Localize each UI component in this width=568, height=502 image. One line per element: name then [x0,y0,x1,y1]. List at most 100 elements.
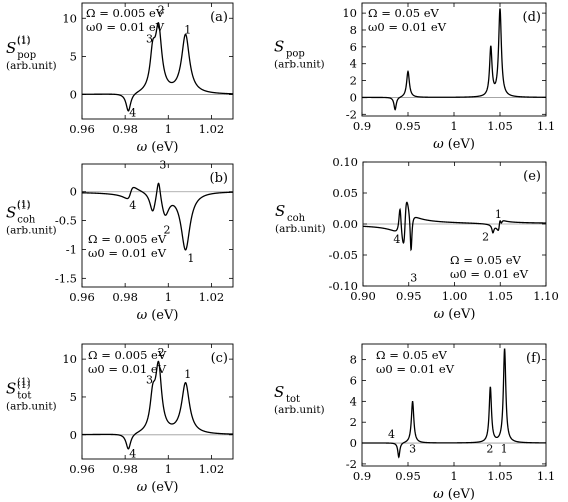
peak-label: 1 [501,442,508,455]
series-line [362,8,546,111]
x-tick-label: 0.98 [112,462,138,476]
x-tick-label: 0.95 [395,119,421,133]
panel-label: (d) [523,10,541,25]
peak-label: 3 [146,373,153,386]
x-tick-label: 0.96 [69,290,95,304]
annotation: Ω = 0.05 eV [368,6,440,20]
peak-label: 1 [184,368,191,381]
x-tick-label: 1.02 [199,462,225,476]
x-tick-label: 1 [450,119,457,133]
panel-b: 0.96 0.98 1 1.020-0.5-1-1.5(b)Ω = 0.005 eVω… [6,159,234,323]
annotation: Ω = 0.05 eV [376,348,448,362]
x-tick-label: 0.90 [350,289,376,303]
peak-label: 4 [129,447,136,460]
plot-frame [81,163,234,288]
y-tick-label: 6 [350,40,357,54]
x-tick-label: 1.05 [487,289,513,303]
series-line [82,182,233,251]
y-tick-label: 2 [350,74,357,88]
x-tick-label: 1.02 [199,290,225,304]
y-axis-unit: (arb.unit) [274,59,325,71]
peak-label: 2 [163,223,170,236]
peak-label: 4 [129,107,136,120]
x-tick-label: 0.96 [69,122,95,136]
y-axis-label: Spop(1) [6,36,36,61]
x-axis-label: ω (eV) [433,487,475,502]
y-tick-label: -1.5 [55,271,77,285]
annotation: ω0 = 0.01 eV [376,362,455,376]
peak-label: 2 [486,442,493,455]
annotation: ω0 = 0.01 eV [450,267,529,281]
series-line [82,22,233,112]
y-axis-unit: (arb.unit) [274,404,325,416]
panel-label: (b) [210,171,228,186]
x-tick-label: 1.05 [487,469,513,483]
peak-label: 1 [184,24,191,37]
x-tick-label: 1.10 [533,289,559,303]
annotation: ω0 = 0.01 eV [88,362,167,376]
y-axis-unit: (arb.unit) [6,225,57,237]
x-tick-label: 0.9 [353,119,371,133]
peak-label: 4 [393,233,400,246]
x-axis-label: ω (eV) [137,480,179,495]
y-tick-label: 8 [350,23,357,37]
peak-label: 4 [129,199,136,212]
y-tick-label: 0.10 [332,155,358,169]
y-tick-label: 10 [62,352,77,366]
x-tick-label: 1.1 [537,119,555,133]
y-tick-label: 8 [350,353,357,367]
y-tick-label: 0 [70,428,77,442]
x-axis-label: ω (eV) [137,308,179,323]
x-tick-label: 0.9 [353,469,371,483]
annotation: ω0 = 0.01 eV [368,20,447,34]
y-tick-label: 5 [70,49,77,63]
x-tick-label: 1.02 [199,122,225,136]
y-axis-label: Stot(1) [6,377,31,402]
peak-label: 3 [146,33,153,46]
series-line [362,348,546,459]
x-tick-label: 1 [165,122,172,136]
y-tick-label: 4 [350,394,357,408]
series-line [363,201,546,252]
panel-label: (a) [210,10,228,25]
peak-label: 4 [388,428,395,441]
y-tick-label: 0.00 [332,217,358,231]
peak-label: 3 [410,272,417,285]
x-tick-label: 0.95 [396,289,422,303]
y-tick-label: 4 [350,57,357,71]
x-axis-label: ω (eV) [433,137,475,152]
panel-label: (c) [211,351,228,366]
y-tick-label: 0.05 [332,186,358,200]
annotation: Ω = 0.005 eV [86,6,165,20]
y-tick-label: 2 [350,415,357,429]
y-tick-label: 6 [350,373,357,387]
peak-label: 3 [409,442,416,455]
annotation: Ω = 0.005 eV [88,348,167,362]
y-tick-label: -0.10 [329,279,359,293]
y-tick-label: 5 [70,390,77,404]
series-line [82,360,233,450]
x-tick-label: 1 [165,462,172,476]
panel-label: (f) [526,351,541,366]
x-axis-label: ω (eV) [137,140,179,155]
y-tick-label: 0 [350,90,357,104]
x-tick-label: 0.95 [395,469,421,483]
y-axis-unit: (arb.unit) [6,60,57,72]
peak-label: 1 [495,208,502,221]
y-tick-label: -1 [66,242,77,256]
x-tick-label: 1.00 [442,289,468,303]
y-tick-label: 10 [342,6,357,20]
annotation: Ω = 0.05 eV [450,253,522,267]
y-tick-label: -2 [346,457,357,471]
annotation: ω0 = 0.01 eV [86,20,165,34]
panel-label: (e) [523,169,541,184]
x-tick-label: 1.1 [537,469,555,483]
x-tick-label: 0.98 [112,290,138,304]
